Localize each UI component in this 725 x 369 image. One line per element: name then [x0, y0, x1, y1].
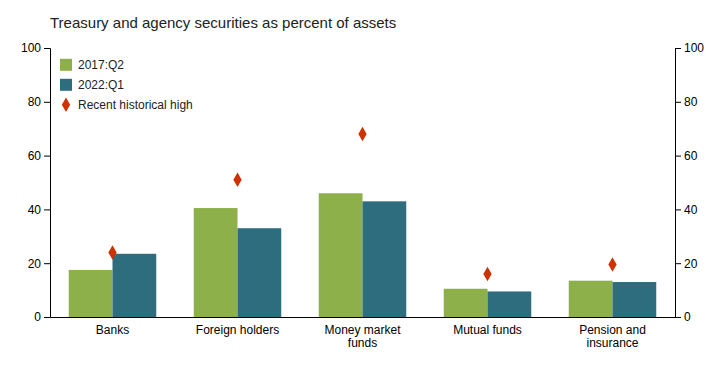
tick-mark: [675, 317, 681, 318]
tick-label: 100: [684, 41, 704, 55]
tick-label-line: Foreign holders: [196, 323, 279, 337]
bar: [69, 270, 113, 317]
tick-label: 20: [28, 257, 42, 271]
bar: [113, 254, 157, 317]
tick-label: 20: [684, 257, 698, 271]
legend-item: 2022:Q1: [60, 78, 124, 92]
tick-label: 0: [34, 310, 41, 324]
tick-label: 40: [684, 203, 698, 217]
marker: [108, 245, 116, 259]
tick-mark: [44, 263, 50, 264]
y-axis: 0 20 40 60 80 100: [21, 41, 51, 324]
x-axis: Banks Foreign holders Money marketfunds Mut…: [51, 318, 676, 351]
tick-label: Mutual funds: [453, 323, 522, 337]
legend-item: 2017:Q2: [60, 58, 124, 72]
tick-label: 80: [684, 95, 698, 109]
bar: [194, 208, 238, 317]
tick: 0: [34, 310, 50, 324]
legend-swatch: [62, 98, 70, 112]
tick: Mutual funds: [453, 323, 522, 337]
tick-label-line: funds: [348, 336, 377, 350]
marker: [358, 127, 366, 141]
tick-label-line: Banks: [96, 323, 129, 337]
tick-label: Banks: [96, 323, 129, 337]
legend-label: Recent historical high: [78, 98, 193, 112]
chart: Treasury and agency securities as percen…: [0, 0, 725, 369]
legend-label: 2022:Q1: [78, 78, 124, 92]
tick-label-line: insurance: [586, 336, 638, 350]
tick-mark: [44, 48, 50, 49]
axis-line: [676, 49, 682, 318]
tick-label: Foreign holders: [196, 323, 279, 337]
tick: Pension andinsurance: [579, 323, 646, 351]
bar: [363, 201, 407, 317]
y2-axis: 0 20 40 60 80 100: [675, 41, 704, 324]
point-series: [108, 127, 616, 281]
tick: 100: [675, 41, 704, 55]
tick: 0: [675, 310, 691, 324]
tick-label: 40: [28, 203, 42, 217]
tick-mark: [44, 209, 50, 210]
legend-label: 2017:Q2: [78, 58, 124, 72]
bar: [488, 291, 532, 317]
tick-label-line: Money market: [324, 323, 401, 337]
tick-label: 80: [28, 95, 42, 109]
legend: 2017:Q2 2022:Q1 Recent historical high: [60, 58, 193, 112]
tick: 60: [675, 149, 698, 163]
tick-mark: [675, 48, 681, 49]
bar: [569, 281, 613, 317]
plot: 0 20 40 60 80 100 0 20 40 60 80 100 Banks Foreign hol…: [21, 41, 704, 350]
tick-label: Money marketfunds: [324, 323, 401, 351]
marker: [608, 257, 616, 271]
marker: [233, 173, 241, 187]
tick: 60: [28, 149, 50, 163]
axis-line: [51, 317, 676, 318]
tick: 40: [675, 203, 698, 217]
tick: Foreign holders: [196, 323, 279, 337]
tick-mark: [44, 156, 50, 157]
bar: [444, 289, 488, 317]
tick: 40: [28, 203, 50, 217]
tick: 100: [21, 41, 50, 55]
tick: 80: [675, 95, 698, 109]
tick-mark: [675, 209, 681, 210]
tick-label: 60: [684, 149, 698, 163]
bar: [319, 193, 363, 317]
axis-line: [44, 49, 51, 318]
tick-mark: [675, 102, 681, 103]
marks: [69, 127, 657, 317]
tick: 20: [675, 257, 698, 271]
legend-swatch: [60, 59, 72, 71]
tick-mark: [44, 317, 50, 318]
bar: [613, 282, 657, 317]
bar: [238, 228, 282, 317]
tick-label: 60: [28, 149, 42, 163]
tick-mark: [675, 263, 681, 264]
tick-label-line: Pension and: [579, 323, 646, 337]
tick-label: 100: [21, 41, 41, 55]
tick: Banks: [96, 323, 129, 337]
tick: 80: [28, 95, 50, 109]
tick-label-line: Mutual funds: [453, 323, 522, 337]
title: Treasury and agency securities as percen…: [50, 14, 396, 31]
tick-mark: [44, 102, 50, 103]
tick: Money marketfunds: [324, 323, 401, 351]
bar-series: [69, 193, 613, 317]
tick-label: 0: [684, 310, 691, 324]
tick-mark: [675, 156, 681, 157]
tick: 20: [28, 257, 50, 271]
bar-series: [113, 201, 657, 317]
legend-item: Recent historical high: [62, 98, 193, 112]
legend-swatch: [60, 79, 72, 91]
tick-label: Pension andinsurance: [579, 323, 646, 351]
marker: [483, 267, 491, 281]
